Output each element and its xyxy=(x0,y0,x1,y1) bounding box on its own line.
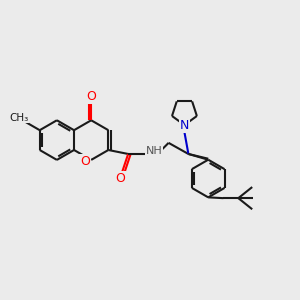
Text: O: O xyxy=(115,172,125,184)
Text: NH: NH xyxy=(146,146,162,156)
Text: N: N xyxy=(180,119,189,132)
Text: CH₃: CH₃ xyxy=(9,112,28,122)
Text: O: O xyxy=(80,155,90,168)
Text: O: O xyxy=(86,90,96,103)
